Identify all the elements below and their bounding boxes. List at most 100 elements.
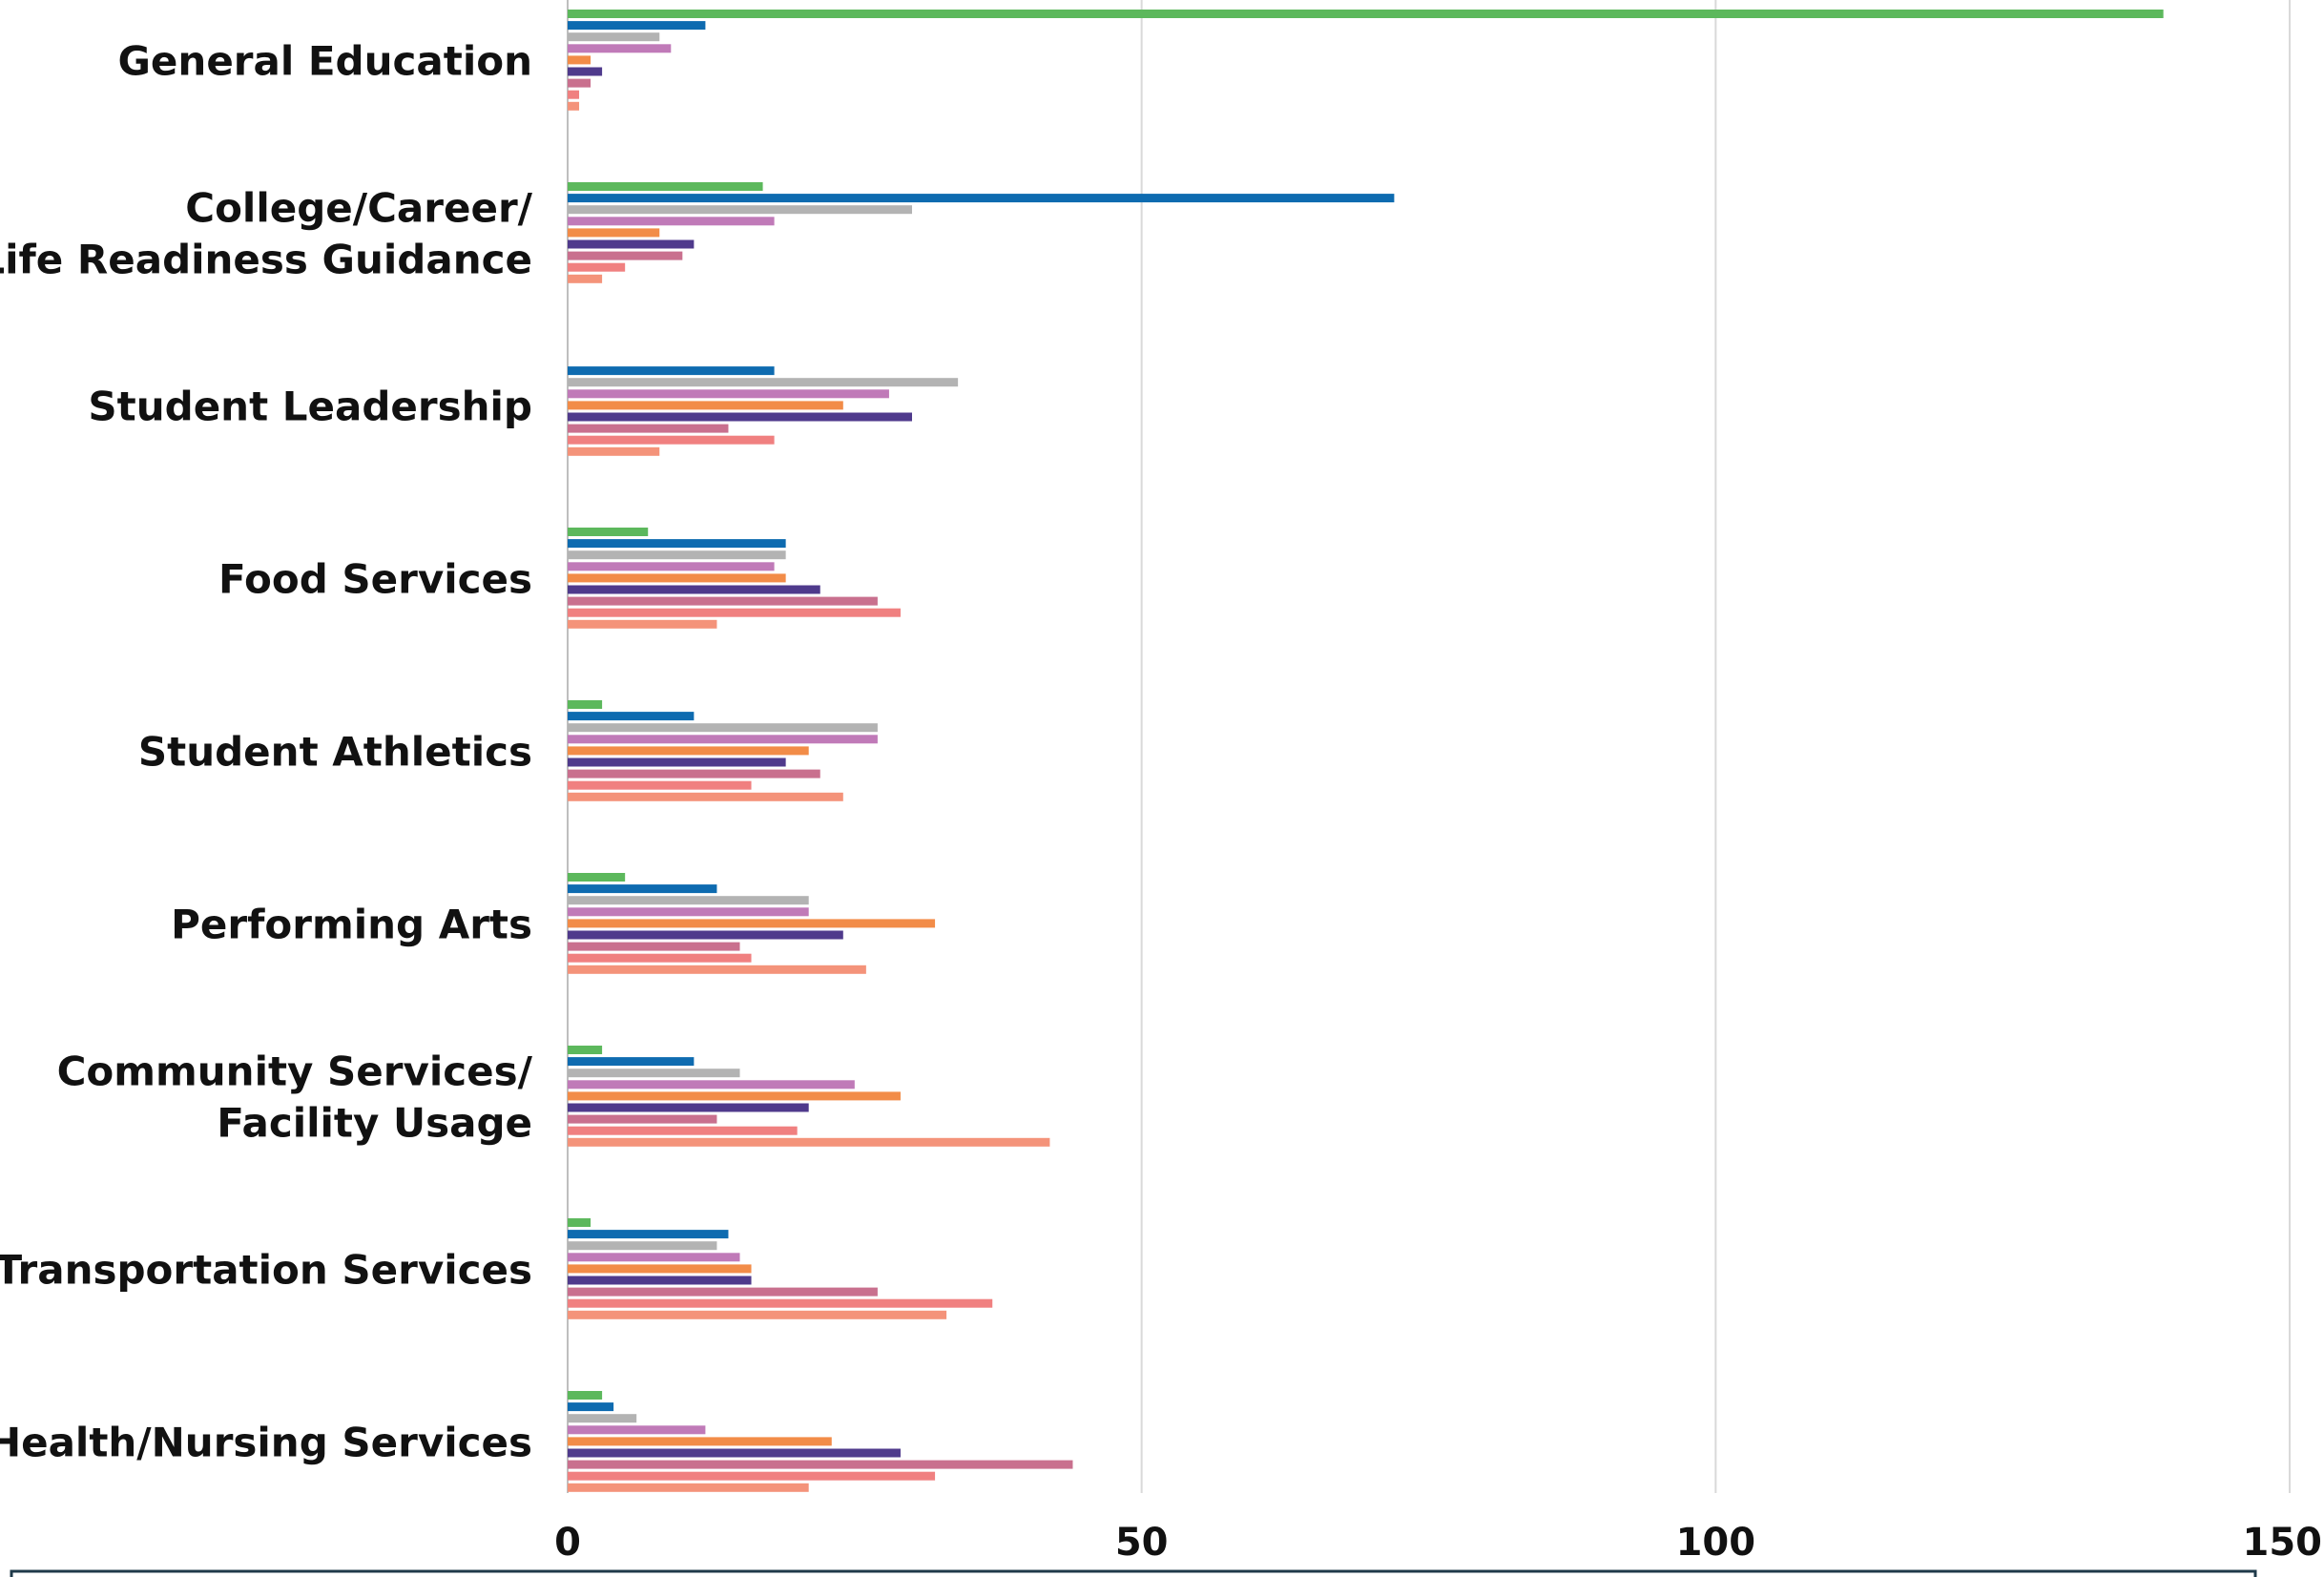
bar-cat5-series2 <box>568 896 809 905</box>
bar-cat0-series3 <box>568 44 672 53</box>
bar-cat8-series2 <box>568 1414 637 1423</box>
category-label: General Education <box>117 37 532 84</box>
bar-cat1-series7 <box>568 262 626 272</box>
bar-cat4-series0 <box>568 700 603 709</box>
bar-cat1-series4 <box>568 228 660 238</box>
bar-cat0-series4 <box>568 55 591 65</box>
bar-cat8-series8 <box>568 1483 809 1492</box>
category-labels: General Education College/Career/Life Rea… <box>0 37 533 1465</box>
bar-cat6-series3 <box>568 1080 855 1089</box>
bar-cat8-series0 <box>568 1391 603 1400</box>
bar-cat3-series4 <box>568 573 786 583</box>
bar-cat6-series2 <box>568 1069 740 1078</box>
bar-cat0-series1 <box>568 21 706 31</box>
bar-cat8-series1 <box>568 1402 614 1412</box>
x-tick-label: 150 <box>2243 1521 2323 1565</box>
bar-cat3-series3 <box>568 562 775 571</box>
bar-cat2-series6 <box>568 424 729 433</box>
bar-cat3-series0 <box>568 528 649 536</box>
bar-cat7-series1 <box>568 1230 729 1239</box>
bar-cat6-series8 <box>568 1137 1050 1147</box>
category-label: Transportation Services <box>0 1246 532 1293</box>
bar-cat7-series4 <box>568 1264 752 1274</box>
bar-cat6-series6 <box>568 1114 717 1124</box>
bar-cat4-series2 <box>568 723 878 733</box>
category-label: Food Services <box>218 555 532 602</box>
bar-cat8-series5 <box>568 1448 901 1458</box>
bar-cat1-series8 <box>568 274 603 283</box>
bar-cat2-series4 <box>568 401 843 410</box>
bar-cat8-series3 <box>568 1425 706 1435</box>
bar-cat8-series7 <box>568 1471 936 1481</box>
bar-cat7-series0 <box>568 1218 591 1227</box>
category-label: Facility Usage <box>217 1099 532 1146</box>
bar-cat7-series6 <box>568 1287 878 1297</box>
bar-cat6-series4 <box>568 1091 901 1101</box>
category-label: Health/Nursing Services <box>0 1419 532 1465</box>
bar-series <box>568 10 2164 1492</box>
category-label: Community Services/ <box>57 1048 533 1094</box>
bar-cat7-series2 <box>568 1241 717 1251</box>
bar-cat1-series6 <box>568 251 683 260</box>
bar-cat5-series6 <box>568 942 740 951</box>
bar-cat4-series7 <box>568 780 752 790</box>
bar-cat2-series1 <box>568 366 775 376</box>
bar-cat6-series0 <box>568 1046 603 1054</box>
bar-cat8-series6 <box>568 1460 1073 1469</box>
bar-cat3-series5 <box>568 585 820 594</box>
bar-cat2-series8 <box>568 446 660 456</box>
bar-cat5-series0 <box>568 873 626 882</box>
bar-cat3-series1 <box>568 539 786 549</box>
category-label: Performing Arts <box>171 901 532 947</box>
bar-cat0-series0 <box>568 10 2164 18</box>
bar-cat7-series8 <box>568 1310 947 1319</box>
bar-cat4-series5 <box>568 757 786 767</box>
bar-cat8-series4 <box>568 1437 832 1446</box>
bar-cat0-series7 <box>568 90 580 99</box>
bar-cat5-series8 <box>568 965 866 974</box>
bar-cat1-series0 <box>568 182 763 191</box>
bar-cat0-series8 <box>568 101 580 111</box>
bar-cat5-series1 <box>568 884 717 894</box>
bar-cat4-series8 <box>568 792 843 801</box>
grid-lines <box>567 0 2291 1493</box>
bar-cat2-series3 <box>568 389 889 399</box>
bar-cat4-series1 <box>568 712 695 721</box>
x-tick-label: 100 <box>1676 1521 1756 1565</box>
category-label: College/Career/ <box>185 184 532 231</box>
bar-cat0-series6 <box>568 78 591 88</box>
bar-cat1-series5 <box>568 239 695 249</box>
bar-cat7-series7 <box>568 1298 993 1308</box>
bar-cat2-series7 <box>568 435 775 445</box>
bar-cat3-series8 <box>568 619 717 629</box>
bar-cat4-series3 <box>568 735 878 744</box>
bar-cat5-series5 <box>568 930 843 940</box>
bar-cat1-series3 <box>568 217 775 226</box>
bar-cat5-series7 <box>568 953 752 963</box>
bar-cat1-series2 <box>568 205 912 215</box>
category-label: Student Athletics <box>138 728 532 775</box>
bar-cat6-series5 <box>568 1103 809 1112</box>
bar-cat2-series2 <box>568 378 959 387</box>
x-axis-ticks: 0 50 100 150 <box>554 1521 2322 1565</box>
bar-cat5-series4 <box>568 919 936 928</box>
bar-cat4-series6 <box>568 769 820 778</box>
bar-cat5-series3 <box>568 907 809 917</box>
bar-cat6-series1 <box>568 1057 695 1067</box>
x-tick-label: 50 <box>1115 1521 1169 1565</box>
bar-cat4-series4 <box>568 746 809 756</box>
bar-cat2-series5 <box>568 412 912 422</box>
x-tick-label: 0 <box>554 1521 581 1565</box>
category-label: Student Leadership <box>88 383 532 429</box>
bar-cat1-series1 <box>568 194 1395 203</box>
legend-frame <box>10 1569 2257 1577</box>
bar-cat3-series7 <box>568 608 901 617</box>
bar-cat6-series7 <box>568 1126 798 1135</box>
bar-cat3-series2 <box>568 550 786 560</box>
bar-cat0-series5 <box>568 67 603 76</box>
bar-cat3-series6 <box>568 596 878 606</box>
bar-cat7-series3 <box>568 1253 740 1262</box>
bar-cat7-series5 <box>568 1276 752 1285</box>
bar-cat0-series2 <box>568 32 660 42</box>
